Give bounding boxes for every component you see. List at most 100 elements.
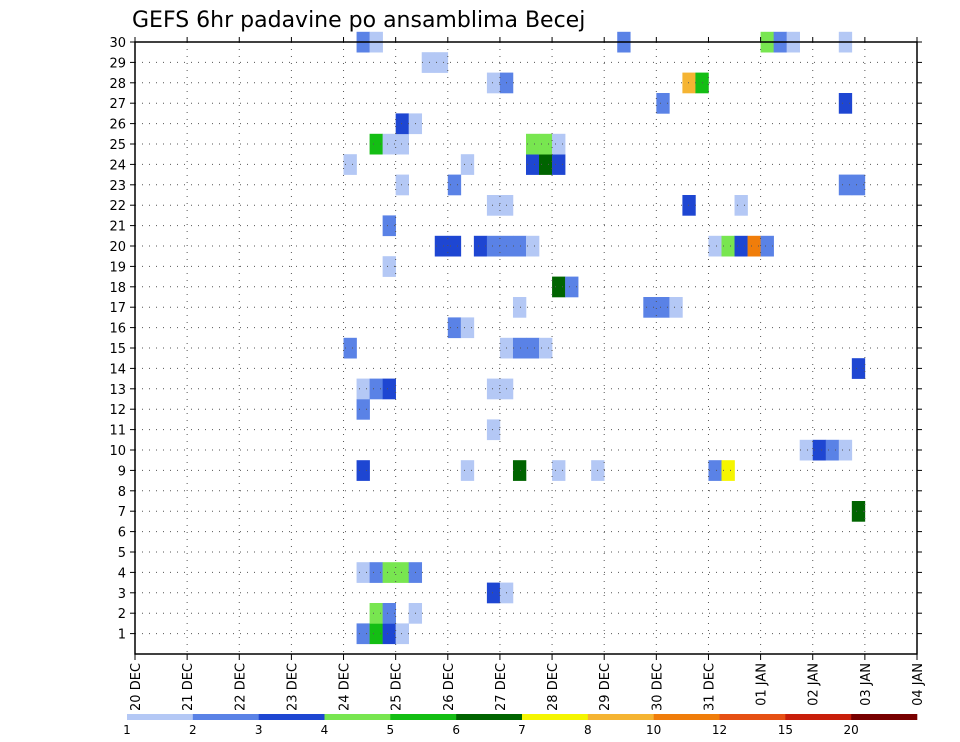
x-tick-label: 04 JAN [911,663,926,706]
precip-cell [708,235,722,257]
y-tick-label: 25 [109,138,126,153]
colorbar-label: 6 [452,723,460,737]
precip-cell [421,52,436,73]
precip-cell [539,133,553,155]
precip-cell [382,623,396,645]
colorbar-swatch [127,714,194,720]
precip-cell [656,93,670,114]
colorbar-label: 15 [778,723,793,737]
precip-cell [395,113,409,135]
colorbar-label: 3 [255,723,263,737]
y-tick-label: 5 [118,546,126,561]
x-tick-label: 26 DEC [442,663,457,711]
y-tick-label: 18 [109,281,126,296]
precip-cell [512,235,527,257]
chart-title: GEFS 6hr padavine po ansamblima Becej [132,8,585,33]
x-tick-label: 01 JAN [755,663,770,706]
precip-cell [526,154,540,175]
precip-cell [356,623,370,645]
colorbar-label: 12 [712,723,727,737]
y-tick-label: 15 [109,342,126,357]
precip-cell [369,133,383,155]
precip-cell [434,52,449,73]
x-tick-label: 29 DEC [598,663,613,711]
colorbar-label: 2 [189,723,197,737]
x-tick-label: 31 DEC [702,663,717,711]
x-tick-label: 27 DEC [494,663,509,711]
precip-cell [382,133,396,155]
precip-cell [382,256,396,277]
colorbar-label: 4 [321,723,329,737]
precip-cell [734,195,748,216]
y-tick-label: 6 [118,526,126,541]
y-tick-label: 22 [109,199,126,214]
precip-cell [356,562,370,583]
x-tick-label: 25 DEC [390,663,405,711]
precip-cell [552,276,566,298]
gridlines [135,41,917,654]
precip-cell [851,174,866,196]
y-tick-label: 23 [109,179,126,194]
y-tick-label: 12 [109,403,126,418]
colorbar-swatch [192,714,259,720]
colorbar-label: 1 [123,723,131,737]
precip-cell [565,276,579,298]
colorbar-label: 20 [844,723,859,737]
precip-cell [512,297,527,318]
y-tick-label: 2 [118,607,126,622]
precip-cell [812,439,827,461]
y-axis: 1234567891011121314151617181920212223242… [109,36,922,643]
colorbar-label: 10 [646,723,661,737]
precip-cell [512,337,527,359]
precip-cell [382,562,396,583]
y-tick-label: 8 [118,485,126,500]
precip-cell [447,317,462,339]
x-tick-label: 24 DEC [338,663,353,711]
precip-cell [721,460,735,481]
precip-cell [851,358,866,379]
x-axis: 20 DEC 21 DEC 22 DEC 23 DEC 24 DEC 25 DEC 26 D… [129,37,926,711]
colorbar-label: 8 [584,723,592,737]
y-tick-label: 1 [118,628,126,643]
precip-cell [460,317,475,339]
precip-cell [669,297,683,318]
y-tick-label: 11 [109,424,126,439]
plot-frame [134,41,918,655]
precip-cell [526,235,540,257]
y-tick-label: 16 [109,322,126,337]
precip-cell [486,582,501,604]
precip-cell [799,439,814,461]
x-tick-label: 23 DEC [285,663,300,711]
precip-cell [682,72,696,94]
y-tick-label: 27 [109,97,126,112]
x-tick-label: 22 DEC [233,663,248,711]
y-tick-label: 14 [109,362,126,377]
colorbar-label: 5 [387,723,395,737]
precip-cell [486,419,501,441]
precip-cell [643,297,657,318]
y-tick-label: 21 [109,220,126,235]
precip-cell [382,215,396,237]
precip-cell [460,154,475,175]
colorbar-swatch [785,714,852,720]
x-tick-label: 21 DEC [181,663,196,711]
precip-cell [343,154,357,175]
precip-cell [512,460,527,481]
y-tick-label: 3 [118,587,126,602]
precip-cell [343,337,357,359]
precip-cell [851,501,866,522]
precip-cell [486,72,501,94]
precip-cell [552,133,566,155]
precip-cell [369,378,383,400]
y-tick-label: 10 [109,444,126,459]
colorbar: 1 2 3 4 5 6 7 8 10 12 15 20 [123,714,918,737]
precip-cell [825,439,840,461]
precip-cell [539,337,553,359]
precip-cell [526,133,540,155]
precip-cell [473,235,488,257]
x-tick-label: 30 DEC [650,663,665,711]
precip-cell [369,603,383,624]
colorbar-swatch [522,714,589,720]
precip-cell [356,460,370,481]
